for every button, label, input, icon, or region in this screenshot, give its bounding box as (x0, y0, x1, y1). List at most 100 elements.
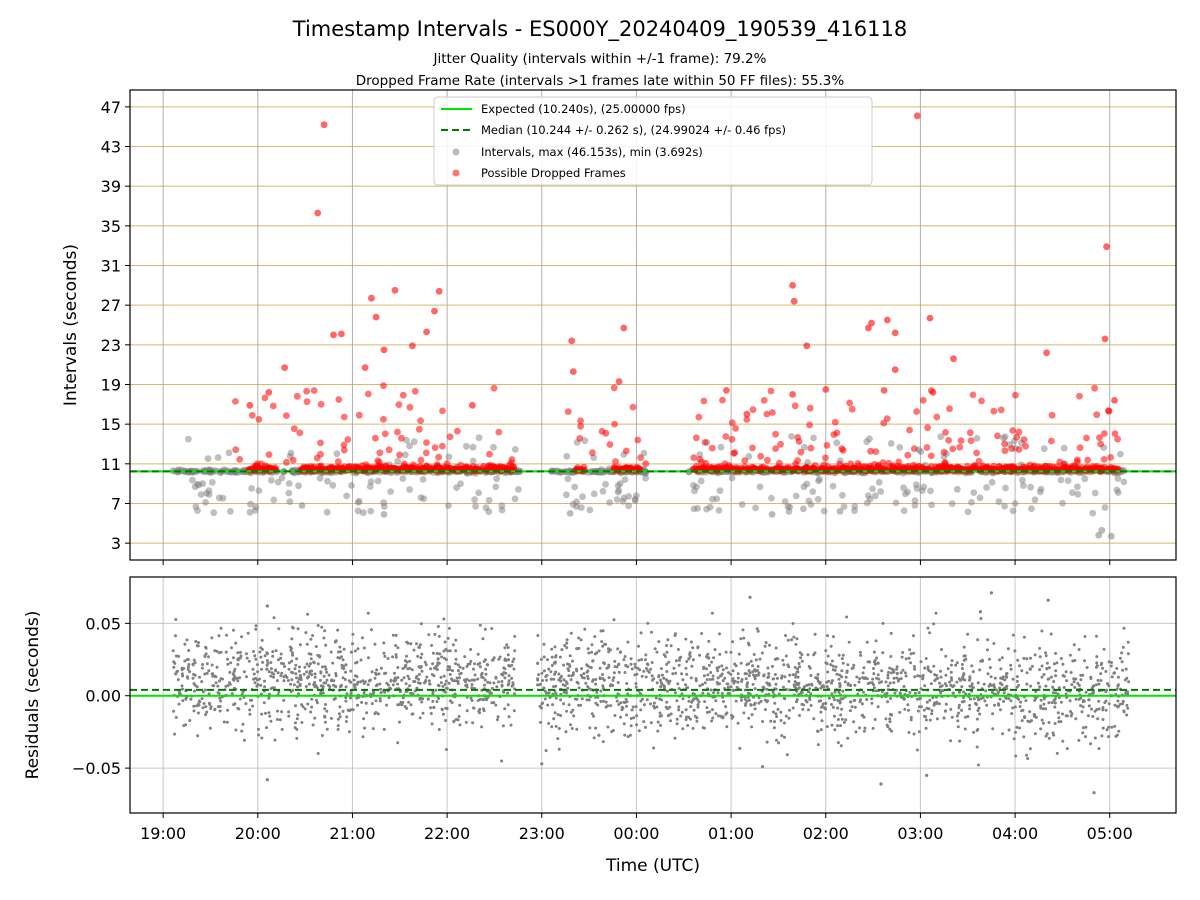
residual-point (814, 686, 818, 690)
residual-point (255, 678, 259, 682)
residual-point (790, 638, 794, 642)
residual-point (1044, 707, 1048, 711)
interval-point (614, 488, 622, 496)
residual-point (840, 669, 844, 673)
residual-point (542, 655, 546, 659)
residual-point (1054, 691, 1058, 695)
residual-point (1105, 688, 1109, 692)
residual-point (393, 671, 396, 675)
residual-point (774, 682, 778, 686)
residual-point (560, 648, 564, 652)
residual-point (211, 674, 215, 678)
dropped-frame-point (1107, 454, 1114, 461)
residual-point (841, 653, 845, 657)
residual-point (512, 709, 516, 713)
residual-point (575, 727, 579, 731)
interval-point (445, 453, 453, 461)
residual-point (539, 706, 543, 710)
residual-point (687, 657, 691, 661)
residual-point (427, 633, 431, 637)
residual-point (1092, 691, 1095, 695)
residual-point (195, 685, 199, 689)
residual-point (757, 701, 761, 705)
residual-point (747, 674, 751, 678)
residual-point (795, 682, 799, 685)
residual-point (556, 737, 560, 741)
residual-point (1018, 705, 1022, 708)
residual-point (939, 669, 943, 673)
interval-point (214, 454, 222, 461)
residual-point (377, 672, 381, 676)
residual-point (319, 690, 323, 694)
residual-point (1104, 708, 1108, 712)
residual-point (201, 706, 205, 710)
residual-point (554, 655, 558, 659)
residual-point (937, 702, 941, 706)
interval-point (1011, 500, 1019, 507)
residual-point (701, 691, 705, 695)
residual-point (637, 729, 641, 733)
residual-point (495, 685, 499, 689)
residual-point (279, 674, 283, 678)
residual-point (370, 702, 374, 706)
residual-point (729, 672, 733, 676)
residual-point (694, 677, 698, 681)
residual-point (340, 655, 343, 659)
residual-point (686, 686, 690, 690)
residual-point (173, 661, 177, 665)
interval-point (970, 489, 978, 496)
residual-point (968, 678, 971, 682)
residual-point (848, 709, 852, 713)
residual-point (552, 685, 556, 689)
interval-point (197, 491, 205, 498)
residual-point (341, 676, 345, 680)
dropped-frame-point (690, 454, 698, 461)
residual-point (240, 635, 244, 639)
residual-point (844, 675, 848, 679)
residual-point (191, 662, 195, 666)
residual-point (826, 654, 830, 658)
residual-point (606, 725, 610, 729)
residual-point (291, 653, 295, 657)
residual-point (569, 723, 573, 727)
residual-point (386, 683, 390, 687)
interval-point (445, 502, 452, 509)
residual-point (230, 646, 233, 650)
residual-point (316, 752, 320, 755)
residual-point (829, 663, 833, 667)
residual-point (710, 708, 714, 712)
residual-point (1015, 725, 1019, 729)
residual-point (443, 682, 447, 686)
dropped-frame-point (577, 417, 584, 425)
residual-point (782, 685, 785, 689)
residual-point (853, 705, 857, 709)
residual-point (486, 680, 490, 684)
residual-point (1104, 699, 1108, 703)
residual-point (290, 678, 294, 682)
residual-point (968, 707, 972, 711)
residual-point (888, 666, 892, 670)
interval-point (255, 487, 263, 494)
dropped-frame-point (764, 456, 771, 464)
residual-point (968, 675, 972, 679)
residual-point (860, 702, 864, 706)
residual-point (736, 676, 740, 680)
residual-point (382, 651, 386, 655)
residual-point (1126, 706, 1130, 710)
residual-point (541, 701, 545, 705)
dropped-frame-point (1015, 446, 1023, 453)
dropped-frame-point (809, 464, 817, 472)
residual-point (613, 714, 617, 717)
residual-point (1034, 715, 1038, 719)
dropped-frame-point (997, 406, 1005, 414)
interval-point (571, 483, 579, 491)
residual-point (216, 691, 220, 695)
residual-point (204, 705, 208, 709)
interval-point (367, 478, 375, 485)
residual-point (364, 701, 368, 705)
residual-point (824, 649, 828, 653)
residual-point (447, 681, 451, 685)
residual-point (470, 686, 474, 690)
residual-point (917, 730, 921, 734)
residual-point (880, 669, 884, 673)
